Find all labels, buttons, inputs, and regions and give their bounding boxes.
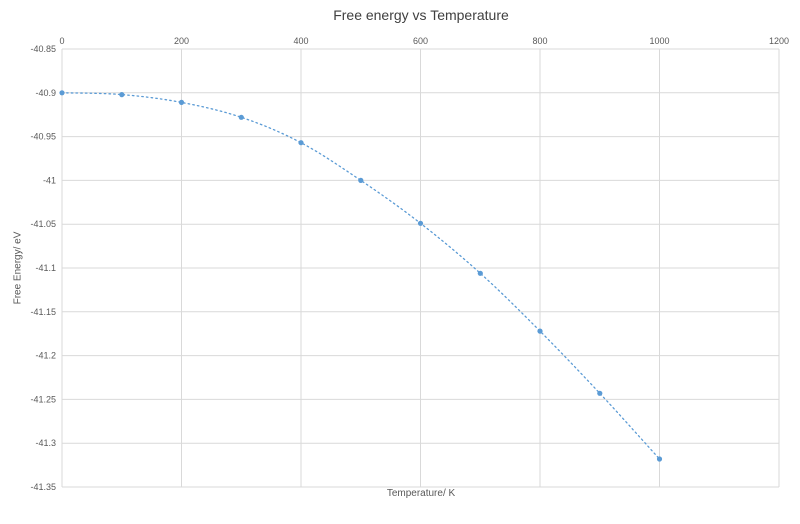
data-point <box>298 140 304 146</box>
x-tick-label: 200 <box>174 36 189 46</box>
trendline <box>61 92 661 460</box>
x-axis-title: Temperature/ K <box>386 488 456 499</box>
x-tick-label: 600 <box>413 36 428 46</box>
data-point <box>537 328 543 334</box>
x-tick-label: 0 <box>59 36 64 46</box>
data-point <box>119 92 125 98</box>
data-point <box>656 456 663 462</box>
x-tick-label: 400 <box>293 36 308 46</box>
chart-title: Free energy vs Temperature <box>333 7 509 23</box>
x-tick-label: 1000 <box>649 36 669 46</box>
y-tick-label: -41.3 <box>35 438 56 448</box>
y-axis-title: Free Energy/ eV <box>12 231 24 305</box>
y-tick-label: -41.15 <box>30 307 56 317</box>
y-tick-label: -41.2 <box>35 351 56 361</box>
y-tick-label: -41 <box>43 175 56 185</box>
data-point <box>238 114 244 120</box>
data-point <box>417 220 424 226</box>
y-tick-label: -40.85 <box>30 44 56 54</box>
y-tick-label: -41.1 <box>35 263 56 273</box>
y-tick-label: -41.05 <box>30 219 56 229</box>
x-tick-label: 1200 <box>769 36 789 46</box>
x-tick-label: 800 <box>532 36 547 46</box>
data-point <box>597 390 603 396</box>
y-tick-label: -41.35 <box>30 482 56 492</box>
y-tick-label: -40.9 <box>35 88 56 98</box>
data-point <box>477 270 483 276</box>
data-point <box>358 177 364 183</box>
data-point <box>59 90 65 96</box>
y-tick-label: -40.95 <box>30 132 56 142</box>
data-point <box>178 99 185 105</box>
y-tick-label: -41.25 <box>30 394 56 404</box>
